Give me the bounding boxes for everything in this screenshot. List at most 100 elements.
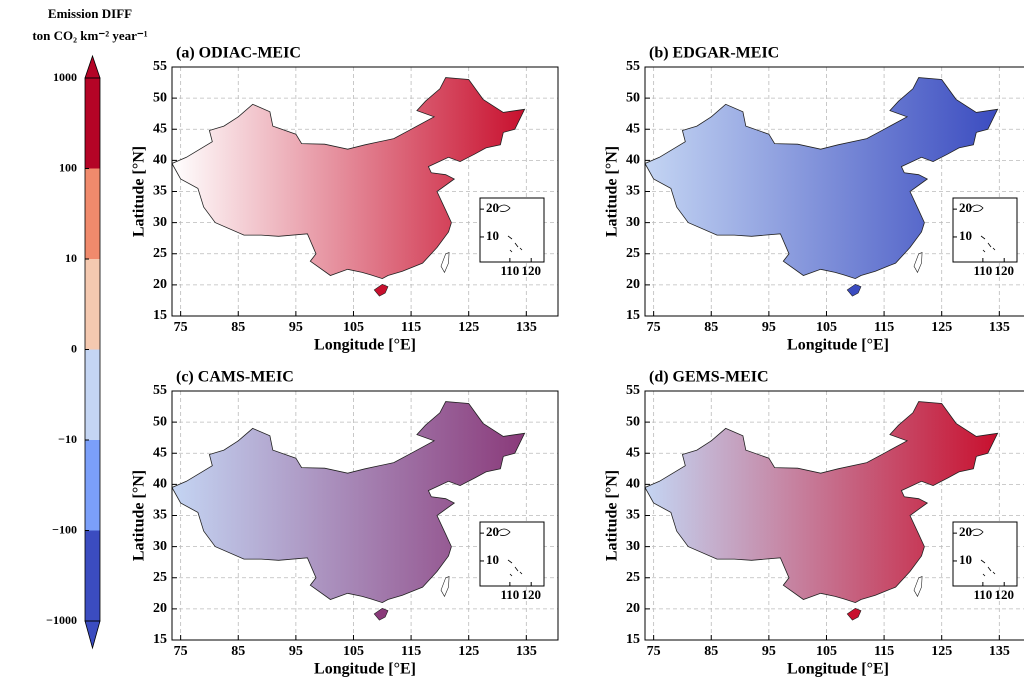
x-tick-label: 135 <box>516 320 537 335</box>
colorbar-unit: ton CO₂ km⁻² year⁻¹ <box>32 28 147 43</box>
colorbar-segment <box>85 78 100 169</box>
x-tick-label: 75 <box>174 644 188 659</box>
inset-coast <box>497 204 523 253</box>
x-tick-label: 135 <box>989 644 1010 659</box>
y-tick-label: 25 <box>153 570 167 585</box>
x-tick-label: 125 <box>931 320 952 335</box>
colorbar-tick-label: −1000 <box>46 613 77 627</box>
axes-frame <box>644 390 1024 641</box>
colorbar-segment <box>85 259 100 350</box>
x-tick-label: 135 <box>989 320 1010 335</box>
x-axis-label: Longitude [°E] <box>787 661 889 678</box>
colorbar-extend-top <box>84 54 101 79</box>
taiwan <box>913 252 923 274</box>
panel-title: (b) EDGAR-MEIC <box>649 45 779 62</box>
y-tick-label: 50 <box>626 90 640 105</box>
y-tick-label: 55 <box>626 59 640 74</box>
y-tick-label: 35 <box>626 508 640 523</box>
inset-y-tick-label: 10 <box>959 552 972 567</box>
y-tick-label: 25 <box>626 570 640 585</box>
y-tick-label: 55 <box>153 383 167 398</box>
y-tick-label: 40 <box>153 153 167 168</box>
y-tick-label: 30 <box>626 539 640 554</box>
inset-y-tick-label: 10 <box>486 552 499 567</box>
x-tick-label: 125 <box>458 320 479 335</box>
y-axis-label: Latitude [°N] <box>131 146 148 237</box>
y-tick-label: 35 <box>153 184 167 199</box>
y-tick-label: 45 <box>153 445 167 460</box>
y-tick-label: 40 <box>626 477 640 492</box>
inset-x-tick-label: 120 <box>994 587 1014 602</box>
y-tick-label: 15 <box>626 632 640 647</box>
colorbar-segment <box>85 168 100 260</box>
y-tick-label: 45 <box>153 121 167 136</box>
x-tick-label: 85 <box>231 320 245 335</box>
inset-x-tick-label: 110 <box>500 587 519 602</box>
x-tick-label: 105 <box>816 644 837 659</box>
y-tick-label: 15 <box>153 632 167 647</box>
x-tick-label: 75 <box>647 320 661 335</box>
inset-x-tick-label: 110 <box>500 263 519 278</box>
x-tick-label: 125 <box>458 644 479 659</box>
y-tick-label: 25 <box>626 246 640 261</box>
inset-y-tick-label: 20 <box>959 200 972 215</box>
y-tick-label: 45 <box>626 121 640 136</box>
y-tick-label: 25 <box>153 246 167 261</box>
y-tick-label: 20 <box>153 277 167 292</box>
taiwan <box>440 252 450 274</box>
x-tick-label: 115 <box>401 644 421 659</box>
map-panel: 75 85 95 105 115 125 135 15 20 25 30 35 40 45 50 55 (d) … <box>604 369 1024 678</box>
x-tick-label: 95 <box>762 644 776 659</box>
x-axis-label: Longitude [°E] <box>314 337 416 354</box>
axes-frame <box>171 390 559 641</box>
x-tick-label: 95 <box>762 320 776 335</box>
x-axis-label: Longitude [°E] <box>314 661 416 678</box>
inset-x-tick-label: 120 <box>521 587 541 602</box>
inset-y-tick-label: 10 <box>959 228 972 243</box>
x-tick-label: 95 <box>289 320 303 335</box>
inset-y-tick-label: 10 <box>486 228 499 243</box>
china-map <box>171 77 526 280</box>
map-panel: 75 85 95 105 115 125 135 15 20 25 30 35 40 45 50 55 (c) … <box>131 369 559 678</box>
panel-title: (d) GEMS-MEIC <box>649 369 769 386</box>
colorbar-extend-bottom <box>84 620 101 650</box>
panel-title: (a) ODIAC-MEIC <box>176 45 301 62</box>
hainan <box>846 283 862 297</box>
y-tick-label: 50 <box>153 414 167 429</box>
inset-frame <box>952 521 1018 587</box>
colorbar-tick-label: −100 <box>52 522 77 536</box>
x-tick-label: 125 <box>931 644 952 659</box>
y-tick-label: 35 <box>153 508 167 523</box>
hainan <box>373 607 389 621</box>
inset-coast <box>970 204 996 253</box>
y-tick-label: 30 <box>626 215 640 230</box>
x-tick-label: 105 <box>343 320 364 335</box>
china-map <box>644 401 999 604</box>
inset-x-tick-label: 120 <box>521 263 541 278</box>
inset-coast <box>497 528 523 577</box>
x-tick-label: 85 <box>704 644 718 659</box>
colorbar-segment <box>85 349 100 441</box>
taiwan <box>440 576 450 598</box>
y-tick-label: 30 <box>153 215 167 230</box>
x-tick-label: 135 <box>516 644 537 659</box>
panel-title: (c) CAMS-MEIC <box>176 369 294 386</box>
colorbar-tick-label: 1000 <box>53 70 77 84</box>
inset-frame <box>952 197 1018 263</box>
y-tick-label: 20 <box>626 601 640 616</box>
hainan <box>846 607 862 621</box>
inset-y-tick-label: 20 <box>486 200 499 215</box>
y-tick-label: 35 <box>626 184 640 199</box>
inset-y-tick-label: 20 <box>486 524 499 539</box>
colorbar-tick-label: −10 <box>58 432 77 446</box>
y-tick-label: 30 <box>153 539 167 554</box>
hainan <box>373 283 389 297</box>
x-tick-label: 105 <box>816 320 837 335</box>
x-tick-label: 115 <box>874 320 894 335</box>
colorbar-tick-label: 10 <box>65 251 77 265</box>
colorbar-tick-label: 100 <box>59 160 77 174</box>
x-tick-label: 105 <box>343 644 364 659</box>
x-tick-label: 75 <box>647 644 661 659</box>
y-tick-label: 40 <box>626 153 640 168</box>
